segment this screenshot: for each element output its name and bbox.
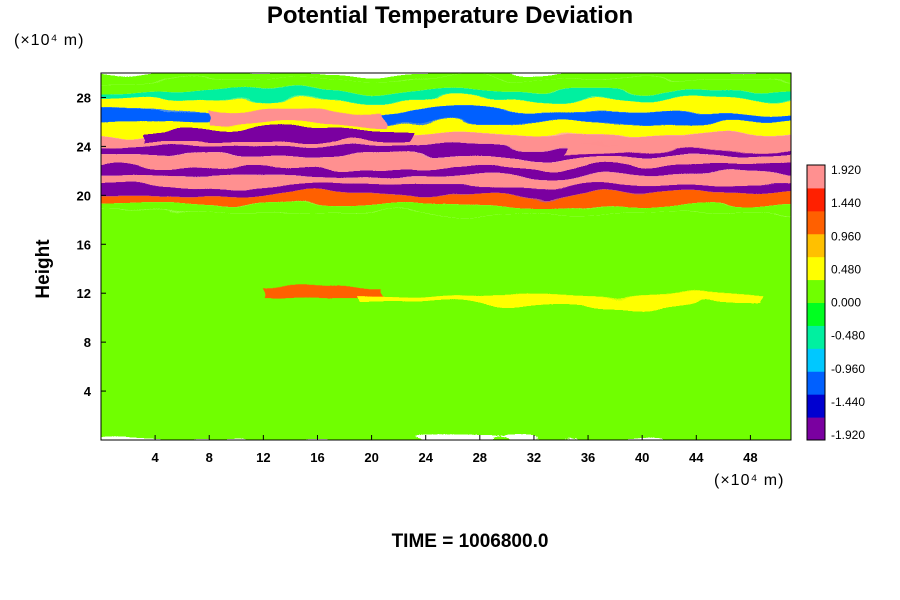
y-tick-label: 24 [77, 139, 92, 154]
chart-title: Potential Temperature Deviation [266, 2, 634, 29]
x-tick-label: 36 [581, 450, 595, 465]
heatmap-band-4 [101, 112, 791, 122]
colorbar-frame [806, 164, 826, 441]
x-tick-label: 4 [152, 450, 160, 465]
heatmap-band-16 [143, 130, 411, 142]
x-axis-unit: (×10⁴ m) [714, 472, 785, 489]
x-tick-label: 48 [743, 450, 757, 465]
colorbar-tick-label: -0.960 [831, 362, 865, 376]
y-tick-label: 4 [84, 384, 92, 399]
heatmap-band-15 [210, 109, 384, 126]
colorbar-segment [807, 187, 825, 212]
colorbar-tick-label: 0.960 [831, 229, 861, 243]
colorbar-segment [807, 371, 825, 395]
colorbar-tick-label: 1.440 [831, 196, 861, 210]
colorbar-segment [807, 394, 825, 418]
x-axis-ticks: 4 8 12 16 20 24 28 32 36 40 44 48 [152, 435, 758, 465]
heatmap-band-2 [101, 91, 791, 100]
colorbar-ticks: 1.920 1.440 0.960 0.480 0.000 -0.480 -0.960 -1.… [831, 163, 865, 442]
time-footer: TIME = 1006800.0 [391, 531, 549, 552]
heatmap-band-1 [101, 79, 791, 92]
y-tick-label: 20 [77, 188, 91, 203]
heatmap-band-9 [101, 165, 791, 176]
colorbar-tick-label: 0.000 [831, 296, 861, 310]
heatmap-band-19 [359, 295, 763, 303]
heatmap-band-3 [101, 99, 791, 113]
y-tick-label: 16 [77, 237, 91, 252]
x-tick-label: 32 [527, 450, 541, 465]
x-tick-label: 24 [418, 450, 433, 465]
colorbar-segment [807, 348, 825, 372]
plot-area [101, 73, 791, 440]
x-tick-label: 20 [364, 450, 378, 465]
colorbar-segment [807, 325, 825, 349]
colorbar-tick-label: -0.480 [831, 329, 865, 343]
x-tick-label: 28 [473, 450, 487, 465]
y-tick-label: 12 [77, 286, 91, 301]
heatmap-band-13 [101, 205, 791, 214]
heatmap-band-7 [101, 146, 791, 157]
y-axis-unit: (×10⁴ m) [14, 32, 85, 49]
colorbar-segment [807, 165, 825, 189]
y-tick-label: 8 [84, 335, 91, 350]
y-axis-ticks: 4 8 12 16 20 24 28 [77, 90, 106, 399]
colorbar-segment [807, 417, 825, 441]
colorbar-segment [807, 302, 825, 326]
colorbar-segment [807, 233, 825, 258]
heatmap-band-0 [101, 73, 791, 80]
colorbar-segment [807, 279, 825, 303]
y-tick-label: 28 [77, 90, 91, 105]
colorbar-tick-label: -1.440 [831, 395, 865, 409]
colorbar [806, 164, 826, 441]
colorbar-segment [807, 256, 825, 281]
x-tick-label: 12 [256, 450, 270, 465]
colorbar-tick-label: 1.920 [831, 163, 861, 177]
heatmap-band-14 [101, 213, 791, 440]
heatmap-band-12 [101, 195, 791, 206]
x-tick-label: 44 [689, 450, 704, 465]
heatmap-band-11 [101, 185, 791, 196]
x-tick-label: 40 [635, 450, 649, 465]
plot-frame [100, 72, 792, 441]
colorbar-tick-label: -1.920 [831, 428, 865, 442]
heatmap-band-10 [101, 175, 791, 186]
x-tick-label: 16 [310, 450, 324, 465]
colorbar-segment [807, 210, 825, 235]
x-tick-label: 8 [206, 450, 213, 465]
heatmap-band-17 [562, 141, 791, 152]
heatmap-band-18 [264, 288, 384, 299]
colorbar-tick-label: 0.480 [831, 262, 861, 276]
heatmap-band-8 [101, 156, 791, 166]
